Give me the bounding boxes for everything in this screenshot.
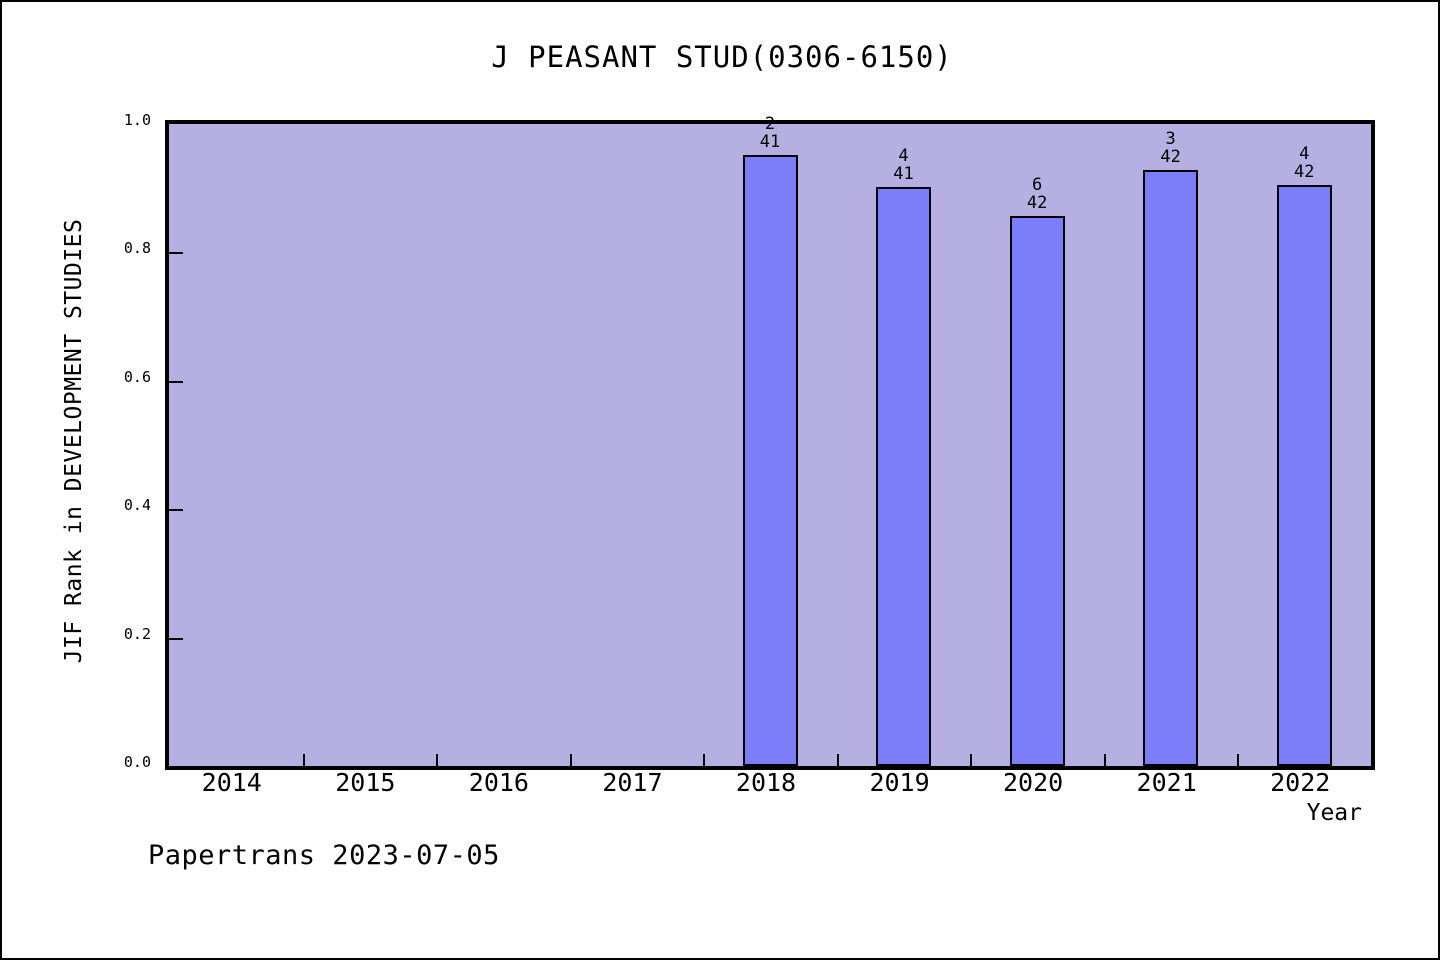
y-tick-mark	[169, 509, 183, 512]
bar[interactable]	[742, 155, 798, 766]
y-tick-label: 0.6	[123, 367, 151, 386]
bar-rank-denominator: 42	[1293, 161, 1315, 182]
y-tick-label: 0.4	[123, 496, 151, 515]
x-tick-label: 2020	[1003, 768, 1064, 797]
bar[interactable]	[1276, 185, 1332, 766]
y-tick-label: 0.2	[123, 624, 151, 643]
bar-rank-numerator: 3	[1165, 128, 1176, 149]
x-tick-mark	[1237, 754, 1240, 766]
x-tick-label: 2015	[335, 768, 396, 797]
plot-area: 2 41 4 41 6 42 3 42 4 42	[165, 115, 1375, 770]
y-tick-mark	[169, 252, 183, 255]
bar-rank-denominator: 41	[759, 132, 781, 153]
y-axis-tick-labels: 0.0 0.2 0.4 0.6 0.8 1.0	[124, 111, 1367, 771]
bar-value-label: 6 42	[1027, 176, 1047, 212]
x-tick-label: 2018	[735, 768, 797, 797]
bar-rank-denominator: 41	[893, 163, 914, 184]
footer-note: Papertrans 2023-07-05	[148, 840, 500, 871]
bar[interactable]	[876, 186, 932, 766]
x-tick-mark	[302, 754, 305, 766]
x-tick-label: 2014	[201, 768, 262, 797]
x-tick-mark	[703, 754, 706, 766]
bar[interactable]	[1009, 215, 1065, 766]
chart-title: J PEASANT STUD(0306-6150)	[491, 40, 953, 74]
bar-value-label: 4 42	[1294, 145, 1314, 181]
y-axis-label-text: JIF Rank in DEVELOPMENT STUDIES	[61, 218, 87, 664]
bar-value-label: 2 41	[760, 115, 780, 151]
bar-rank-denominator: 42	[1026, 192, 1048, 213]
y-axis-label: JIF Rank in DEVELOPMENT STUDIES	[56, 120, 92, 762]
x-tick-mark	[836, 754, 839, 766]
bar-rank-numerator: 2	[764, 114, 776, 135]
bar-value-label: 4 41	[893, 147, 913, 183]
x-axis-tick-labels: 2014 2015 2016 2017 2018 2019 2020 2021 2022	[165, 768, 1367, 802]
bar-rank-numerator: 6	[1031, 174, 1043, 195]
x-tick-label: 2019	[869, 768, 930, 797]
x-tick-mark	[569, 754, 572, 766]
y-tick-mark	[169, 380, 183, 383]
bar-value-label: 3 42	[1160, 130, 1180, 166]
x-tick-mark	[970, 754, 973, 766]
x-tick-label: 2022	[1270, 768, 1331, 797]
x-tick-mark	[436, 754, 439, 766]
y-tick-label: 0.0	[123, 753, 151, 771]
x-tick-label: 2016	[468, 768, 529, 797]
y-tick-label: 1.0	[123, 111, 151, 129]
bar-rank-denominator: 42	[1160, 146, 1181, 167]
x-axis-label: Year	[1306, 800, 1362, 826]
bar[interactable]	[1143, 169, 1199, 766]
bar-rank-numerator: 4	[898, 145, 909, 166]
y-tick-mark	[169, 637, 183, 640]
y-tick-label: 0.8	[123, 239, 151, 258]
bar-rank-numerator: 4	[1299, 143, 1310, 164]
x-tick-label: 2017	[602, 768, 663, 797]
x-tick-label: 2021	[1136, 768, 1197, 797]
x-tick-mark	[1103, 754, 1106, 766]
